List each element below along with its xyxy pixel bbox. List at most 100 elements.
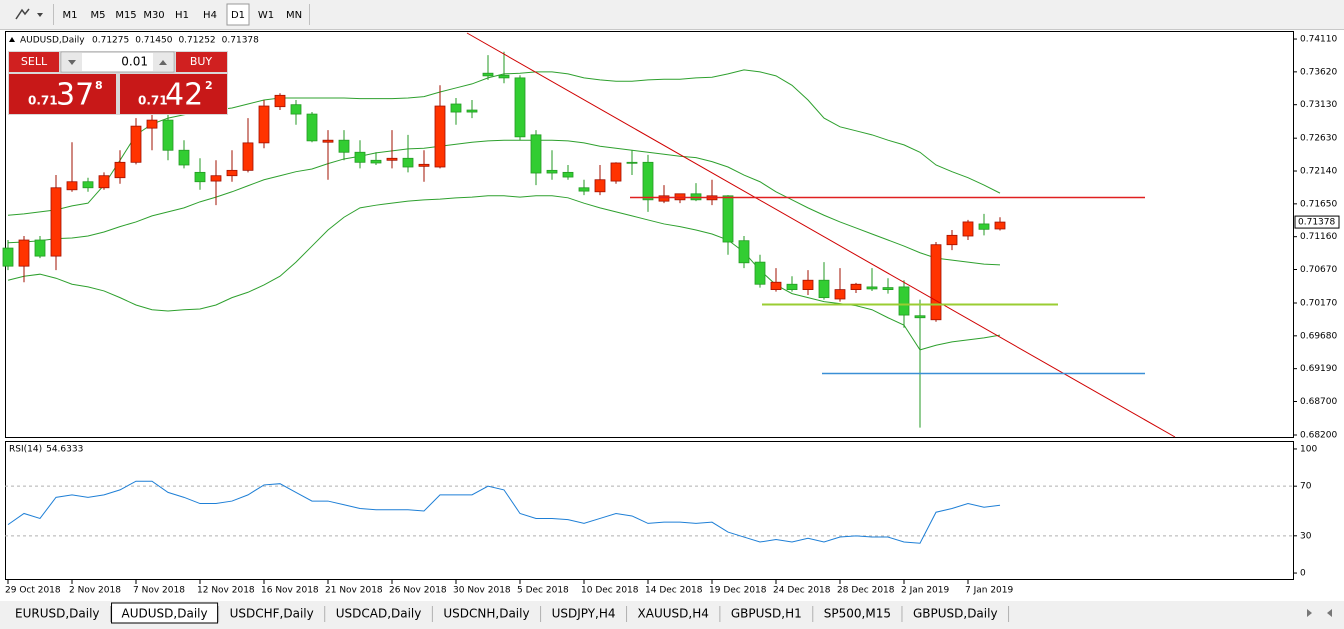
tab[interactable] [219, 605, 324, 622]
candle-body [562, 171, 574, 178]
x-tick-label: 19 Dec 2018 [709, 586, 767, 596]
candle-body [322, 139, 334, 143]
x-tick-label: 28 Dec 2018 [837, 586, 895, 596]
timeframe-button[interactable]: MN [286, 10, 302, 21]
candle-body [626, 161, 638, 164]
tab[interactable] [627, 605, 719, 622]
timeframe-button[interactable]: H4 [203, 10, 217, 21]
candle-body [962, 221, 974, 237]
tab[interactable] [902, 605, 1008, 622]
candle-body [2, 247, 14, 267]
ask-small: 2 [205, 79, 213, 92]
candle-body [530, 134, 542, 174]
tab[interactable] [433, 605, 540, 622]
y-tick-label: 0.68200 [1300, 430, 1337, 440]
y-tick-label: 0.71650 [1300, 199, 1337, 209]
drawing-tool-button[interactable] [15, 8, 43, 20]
lot-input[interactable] [60, 51, 175, 73]
x-tick-label: 14 Dec 2018 [645, 586, 703, 596]
timeframe-button[interactable]: H1 [175, 10, 189, 21]
tab[interactable] [541, 605, 626, 622]
ohlc-value: 0.71450 [135, 36, 172, 46]
tab-label: GBPUSD,Daily [913, 607, 998, 621]
y-tick-label: 0.72630 [1300, 134, 1337, 144]
price-tag-label: 0.71378 [1298, 218, 1335, 228]
symbol-label: AUDUSD,Daily [20, 36, 85, 46]
tab-label: USDJPY,H4 [552, 607, 616, 621]
timeframe-button[interactable]: M30 [143, 10, 164, 21]
candle-body [834, 289, 846, 300]
timeframe-button[interactable]: M1 [63, 10, 78, 21]
candle-body [434, 105, 446, 168]
y-tick-label: 0.74110 [1300, 35, 1337, 45]
tab-label: GBPUSD,H1 [731, 607, 802, 621]
candle-body [802, 279, 814, 291]
rsi-line [7, 480, 1001, 544]
timeframe-button[interactable]: W1 [258, 10, 274, 21]
candle-body [914, 315, 926, 319]
candle-body [658, 195, 670, 202]
candle-body [402, 157, 414, 168]
x-tick-label: 16 Nov 2018 [261, 586, 319, 596]
candle-body [882, 287, 894, 291]
timeframe-button[interactable]: D1 [231, 10, 245, 21]
timeframe-button[interactable]: M15 [115, 10, 136, 21]
candle-body [978, 223, 990, 230]
trend-line [466, 32, 1176, 438]
candle-body [354, 151, 366, 163]
sell-button[interactable] [9, 52, 59, 72]
timeframe-active [226, 3, 250, 26]
y-tick-label: 30 [1300, 531, 1312, 541]
tab[interactable] [720, 605, 812, 622]
candle-body [642, 161, 654, 201]
ohlc-value: 0.71252 [178, 36, 215, 46]
tab-scroll-arrows[interactable] [1307, 609, 1332, 617]
candle-body [194, 171, 206, 183]
candle-body [66, 181, 78, 191]
tab[interactable] [813, 605, 901, 622]
y-tick-label: 0.73130 [1300, 100, 1337, 110]
tab[interactable] [325, 605, 432, 622]
candle-body [722, 195, 734, 243]
candle-body [866, 286, 878, 290]
y-tick-label: 0.70670 [1300, 265, 1337, 275]
tab[interactable] [111, 602, 219, 624]
tab-label: USDCAD,Daily [336, 607, 422, 621]
price-tag [1294, 215, 1340, 229]
buy-button[interactable] [176, 52, 227, 72]
candle-body [898, 286, 910, 316]
candle-body [850, 283, 862, 291]
candle-body [130, 125, 142, 163]
candle-body [274, 94, 286, 108]
tab-label: SP500,M15 [824, 607, 891, 621]
candle-body [34, 239, 46, 257]
candle-body [930, 244, 942, 321]
candle-body [306, 113, 318, 142]
bid-prefix: 0.71 [28, 94, 58, 108]
y-tick-label: 0.70170 [1300, 299, 1337, 309]
bollinger-band [7, 195, 1001, 351]
toolbar [0, 0, 1344, 29]
y-tick-label: 100 [1300, 444, 1317, 454]
timeframe-button[interactable]: M5 [91, 10, 106, 21]
candle-body [386, 157, 398, 161]
bollinger-band [7, 139, 1001, 266]
up-arrow [159, 60, 167, 65]
bid-box[interactable] [9, 74, 116, 114]
x-tick-label: 30 Nov 2018 [453, 586, 511, 596]
ask-box[interactable] [120, 74, 227, 114]
candle-body [466, 109, 478, 113]
candle-body [290, 104, 302, 115]
x-tick-label: 2 Nov 2018 [69, 586, 121, 596]
sell-label: SELL [21, 55, 48, 68]
y-tick-label: 0.69190 [1300, 364, 1337, 374]
tab[interactable] [5, 605, 110, 622]
candle-body [178, 149, 190, 166]
y-tick-label: 0.69680 [1300, 331, 1337, 341]
y-tick-label: 0.71160 [1300, 232, 1337, 242]
bid-small: 8 [95, 79, 103, 92]
candle-body [162, 119, 174, 151]
candle-body [994, 221, 1006, 230]
candle-body [226, 169, 238, 177]
